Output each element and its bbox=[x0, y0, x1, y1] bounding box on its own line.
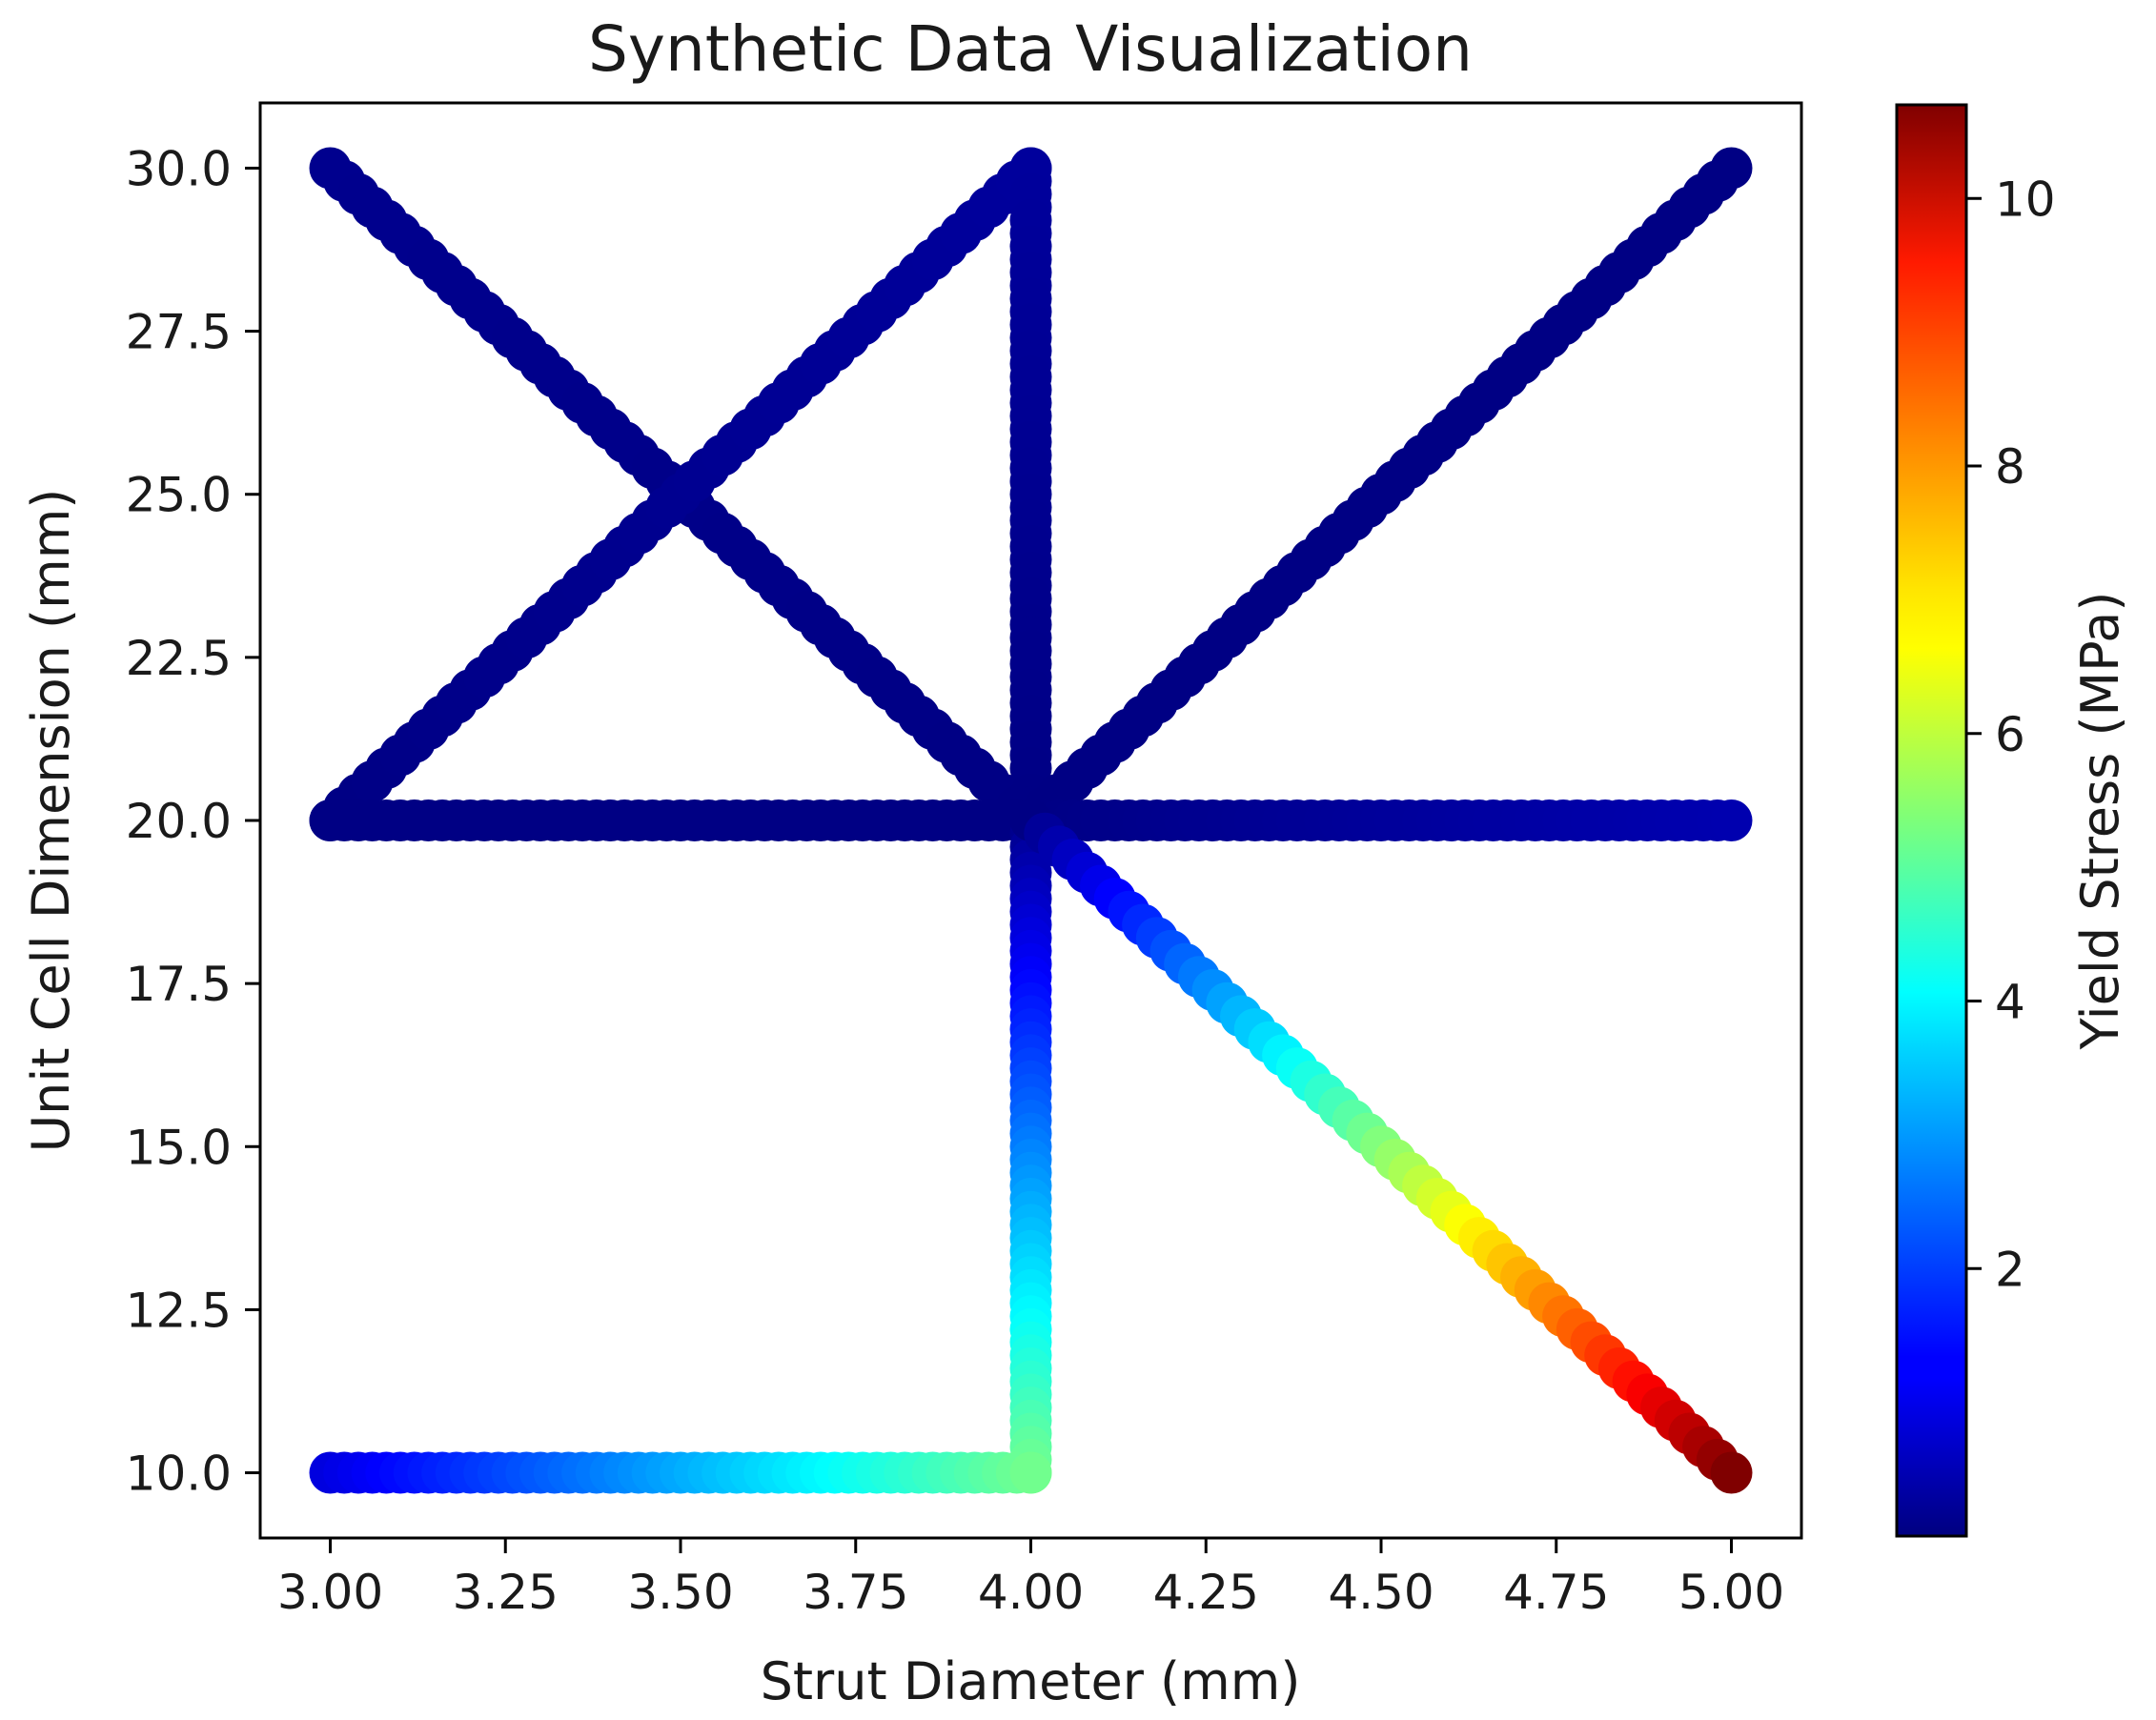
data-point bbox=[1710, 147, 1753, 190]
series-1 bbox=[309, 147, 1052, 841]
y-tick-label: 15.0 bbox=[126, 1120, 232, 1175]
series-2 bbox=[1009, 147, 1052, 841]
x-tick-label: 4.75 bbox=[1503, 1565, 1609, 1620]
colorbar-tick-label: 8 bbox=[1995, 439, 2025, 495]
x-tick-label: 4.00 bbox=[978, 1565, 1084, 1620]
colorbar-tick-label: 10 bbox=[1995, 172, 2056, 227]
colorbar-tick-label: 4 bbox=[1995, 975, 2025, 1030]
x-axis-title: Strut Diameter (mm) bbox=[761, 1651, 1301, 1711]
x-tick-label: 5.00 bbox=[1678, 1565, 1784, 1620]
x-tick-label: 3.50 bbox=[627, 1565, 733, 1620]
x-tick-label: 4.50 bbox=[1328, 1565, 1434, 1620]
series-8 bbox=[1009, 799, 1753, 1494]
y-tick-label: 17.5 bbox=[126, 957, 232, 1012]
colorbar-title: Yield Stress (MPa) bbox=[2070, 592, 2130, 1051]
data-point bbox=[1710, 1451, 1753, 1494]
series-7 bbox=[309, 1451, 1052, 1494]
y-tick-label: 20.0 bbox=[126, 794, 232, 849]
data-point bbox=[1009, 1451, 1052, 1494]
colorbar bbox=[1895, 103, 1968, 1538]
y-tick-label: 10.0 bbox=[126, 1447, 232, 1502]
y-tick-label: 30.0 bbox=[126, 141, 232, 196]
y-tick-label: 22.5 bbox=[126, 631, 232, 686]
series-4 bbox=[1009, 147, 1753, 841]
x-tick-label: 4.25 bbox=[1153, 1565, 1259, 1620]
data-point bbox=[1710, 799, 1753, 841]
y-axis-title: Unit Cell Dimension (mm) bbox=[21, 489, 81, 1153]
y-axis: 10.0 12.5 15.0 17.5 20.0 22.5 25.0 27.5 30.0 bbox=[126, 141, 260, 1502]
x-tick-label: 3.00 bbox=[277, 1565, 383, 1620]
x-tick-label: 3.75 bbox=[803, 1565, 908, 1620]
series-3 bbox=[309, 799, 1052, 841]
series-6 bbox=[1009, 799, 1052, 1494]
x-axis: 3.00 3.25 3.50 3.75 4.00 4.25 4.50 4.75 5.00 bbox=[277, 1538, 1784, 1620]
x-tick-label: 3.25 bbox=[453, 1565, 559, 1620]
chart-title: Synthetic Data Visualization bbox=[588, 12, 1473, 86]
y-tick-label: 25.0 bbox=[126, 468, 232, 523]
y-tick-label: 12.5 bbox=[126, 1283, 232, 1338]
colorbar-axis: 2 4 6 8 10 bbox=[1966, 172, 2056, 1297]
colorbar-tick-label: 2 bbox=[1995, 1242, 2025, 1297]
plot-content bbox=[309, 147, 1753, 1494]
y-tick-label: 27.5 bbox=[126, 305, 232, 360]
series-5 bbox=[1009, 799, 1753, 841]
colorbar-tick-label: 6 bbox=[1995, 707, 2025, 762]
